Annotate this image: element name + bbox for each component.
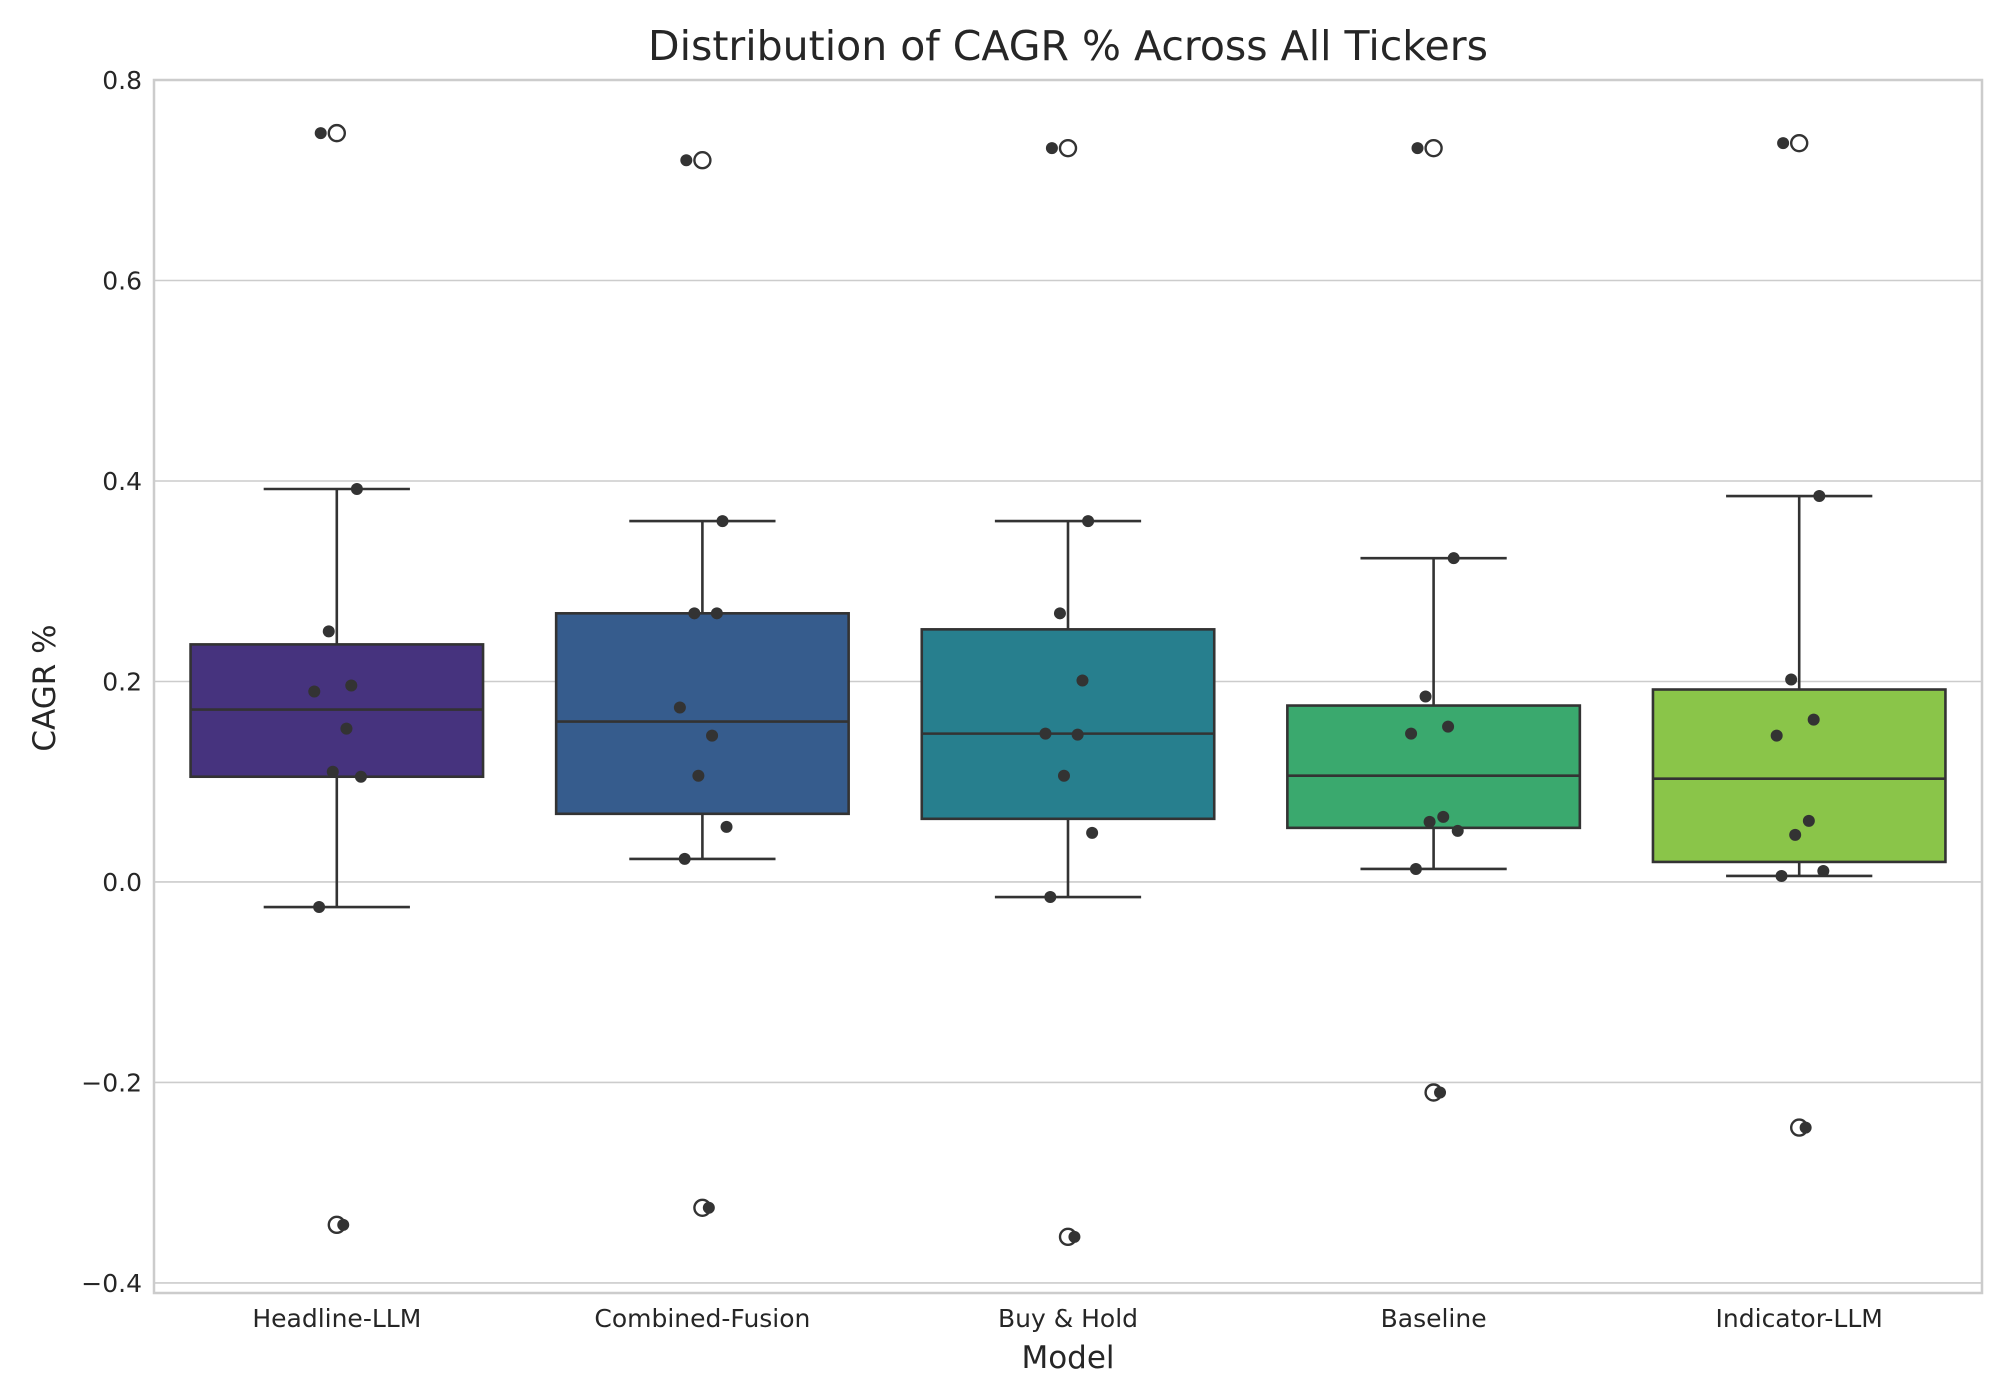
x-tick-label: Combined-Fusion [594,1304,810,1333]
data-point [673,701,686,714]
outlier-marker [693,150,712,170]
y-tick-label: −0.4 [81,1269,142,1298]
data-point [1447,552,1460,565]
data-point [350,483,363,496]
data-point [716,515,729,528]
data-point [1409,862,1422,875]
data-point [720,820,733,833]
box-2 [920,628,1216,821]
tick-layer: −0.4 −0.2 0.0 0.2 0.4 0.6 0.8 Headline-LLM Combi… [81,66,1883,1333]
data-point [678,852,691,865]
y-tick-label: 0.4 [102,467,142,496]
data-point [1068,1230,1081,1243]
plot-frame [152,78,1984,1295]
data-point [1405,727,1418,740]
data-point [1053,607,1066,620]
y-tick-label: −0.2 [81,1068,142,1097]
data-point [1451,824,1464,837]
data-point [1785,673,1798,686]
data-point [1770,729,1783,742]
x-tick-label: Baseline [1381,1304,1487,1333]
chart-title: Distribution of CAGR % Across All Ticker… [648,22,1488,70]
data-point [313,901,326,914]
data-point [1039,727,1052,740]
box-1 [554,612,850,816]
outlier-marker [1789,133,1809,153]
data-point [1442,720,1455,733]
data-point [314,127,327,140]
y-tick-label: 0.6 [102,266,142,295]
data-point [1086,826,1099,839]
data-point [1071,728,1084,741]
data-point [1437,810,1450,823]
data-point [680,154,693,167]
x-axis-label: Model [1021,1340,1114,1376]
data-point [326,765,339,778]
data-point [1775,869,1788,882]
data-point [1813,490,1826,503]
data-point [1082,515,1095,528]
data-point [1423,815,1436,828]
box-layer [189,123,1947,1247]
x-tick-label: Buy & Hold [998,1304,1138,1333]
data-point [1411,142,1424,155]
data-point [1045,142,1058,155]
data-point [1789,828,1802,841]
data-point [1044,891,1057,904]
x-tick-label: Indicator-LLM [1716,1304,1883,1333]
data-point [354,770,367,783]
data-point [706,729,719,742]
data-point [337,1218,350,1231]
y-tick-label: 0.0 [102,868,142,897]
y-tick-label: 0.2 [102,667,142,696]
data-point [1807,713,1820,726]
box-3 [1286,704,1582,830]
data-point [1802,814,1815,827]
data-point [702,1201,715,1214]
data-point [340,722,353,735]
strip-points-layer [308,127,1830,1243]
data-point [1817,864,1830,877]
outlier-marker [1058,138,1078,158]
data-point [1076,674,1089,687]
data-point [1434,1086,1447,1099]
data-point [710,607,723,620]
outlier-marker [1424,138,1443,158]
data-point [1777,137,1790,150]
data-point [308,685,321,698]
data-point [322,625,335,638]
outlier-marker [327,123,346,143]
data-point [688,607,701,620]
y-axis-label: CAGR % [27,624,63,751]
data-point [1057,769,1070,782]
y-tick-label: 0.8 [102,66,142,95]
data-point [1419,690,1432,703]
data-point [692,769,705,782]
data-point [1799,1121,1812,1134]
x-tick-label: Headline-LLM [252,1304,421,1333]
data-point [345,679,358,692]
